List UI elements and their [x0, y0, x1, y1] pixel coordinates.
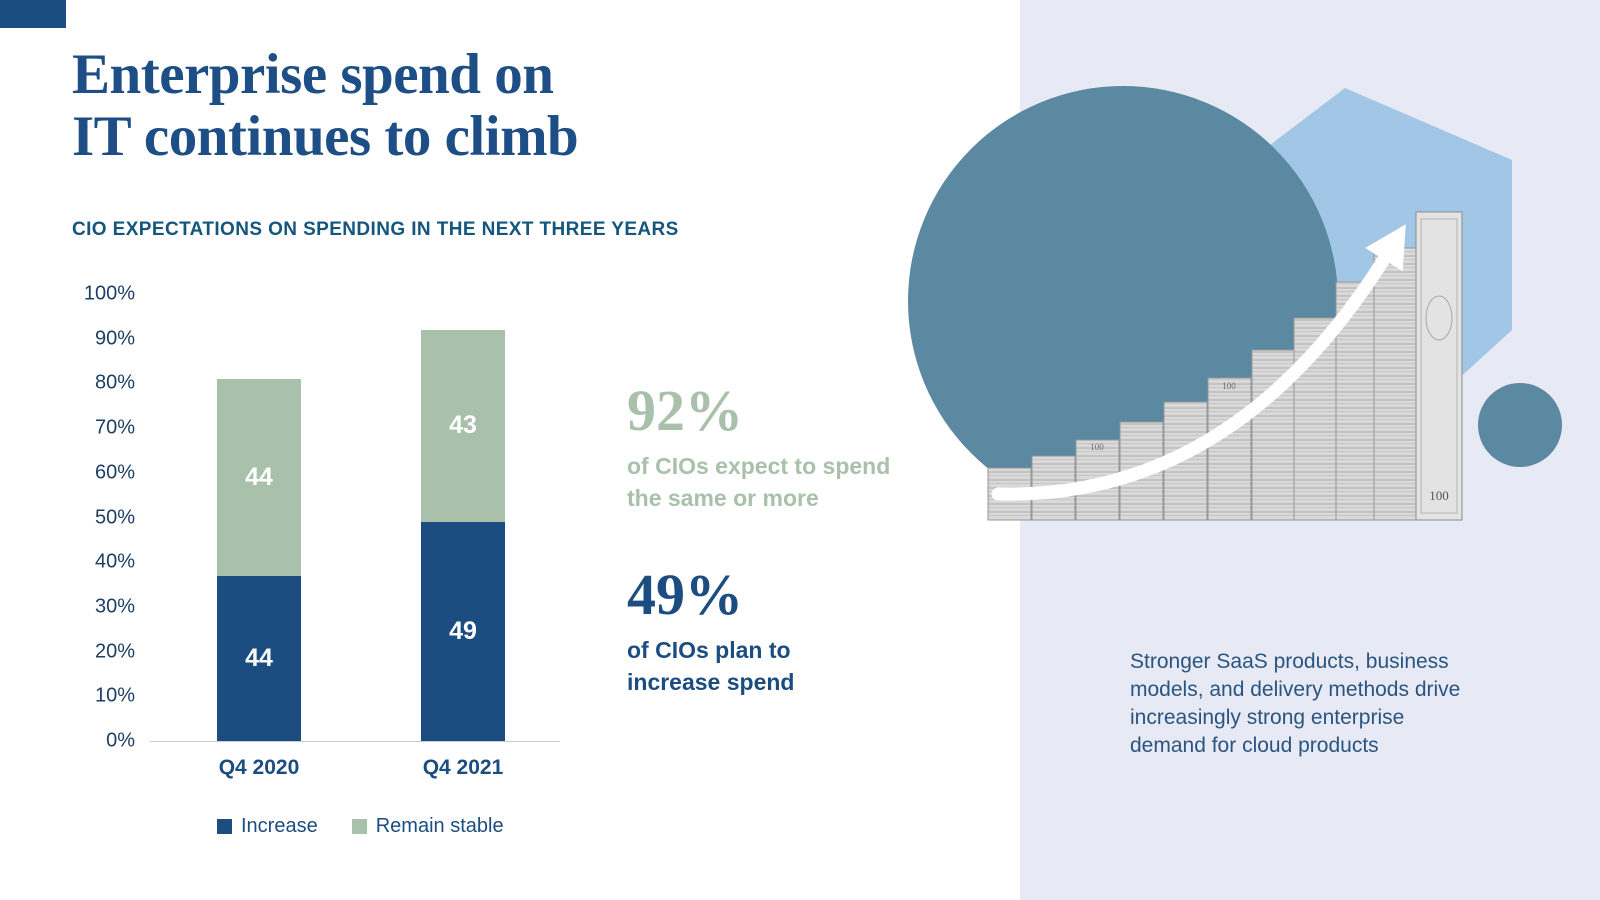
bar-plot: 44 44 Q4 2020 49 43 Q4 2021 — [150, 294, 560, 779]
segment-remain-stable: 44 — [217, 378, 301, 576]
y-axis-tick: 100% — [83, 282, 135, 305]
page-title: Enterprise spend on IT continues to clim… — [72, 43, 579, 168]
segment-increase: 49 — [421, 521, 505, 741]
callout-92-value: 92% — [627, 378, 743, 443]
svg-text:100: 100 — [1222, 381, 1236, 391]
x-axis-label: Q4 2021 — [422, 756, 504, 779]
segment-remain-stable: 43 — [421, 329, 505, 522]
svg-text:100: 100 — [1090, 442, 1104, 452]
legend-label: Increase — [241, 815, 318, 837]
y-axis-tick: 80% — [94, 371, 135, 394]
page-title-line2: IT continues to climb — [72, 104, 579, 168]
x-axis-label: Q4 2020 — [218, 756, 300, 779]
chart-legend: Increase Remain stable — [217, 815, 504, 838]
bar-value-label: 44 — [245, 462, 273, 491]
callout-92-line1: of CIOs expect to spend — [627, 453, 891, 479]
callout-92-line2: the same or more — [627, 485, 819, 511]
legend-label: Remain stable — [375, 815, 504, 837]
callout-92-text: of CIOs expect to spend the same or more — [627, 450, 890, 514]
legend-item-remain-stable: Remain stable — [351, 815, 504, 838]
callout-49-line1: of CIOs plan to — [627, 637, 791, 663]
bar-q4-2020: 44 44 — [217, 378, 301, 741]
bar-value-label: 43 — [449, 411, 477, 440]
segment-increase: 44 — [217, 575, 301, 741]
y-axis-tick: 50% — [94, 506, 135, 528]
y-axis-tick: 60% — [94, 461, 135, 484]
callout-49-value: 49% — [627, 562, 743, 627]
bill-steps-group — [987, 247, 1418, 521]
y-axis-tick: 10% — [94, 684, 135, 707]
callout-49-line2: increase spend — [627, 669, 795, 695]
page-title-line1: Enterprise spend on — [72, 43, 554, 106]
tall-bill-group: 100 — [1415, 211, 1463, 521]
growth-arrow-icon — [991, 224, 1406, 501]
corner-accent-shape — [0, 0, 66, 28]
y-axis-tick: 70% — [94, 416, 135, 439]
legend-swatch — [351, 819, 367, 834]
money-steps-image: 100 100 100 — [987, 211, 1463, 521]
bar-value-label: 44 — [245, 643, 273, 672]
y-axis-tick: 30% — [94, 595, 135, 618]
x-axis-line — [150, 741, 560, 742]
callout-49-text: of CIOs plan to increase spend — [627, 634, 794, 698]
chart-subtitle: CIO EXPECTATIONS ON SPENDING IN THE NEXT… — [72, 219, 679, 240]
y-axis-tick: 40% — [94, 550, 135, 573]
legend-item-increase: Increase — [217, 815, 318, 838]
callout-49: 49% of CIOs plan to increase spend — [627, 566, 794, 698]
bar-q4-2021: 49 43 — [421, 329, 505, 741]
y-axis-tick: 90% — [94, 327, 135, 350]
side-note-text: Stronger SaaS products, business models,… — [1130, 650, 1461, 757]
y-axis: 100% 90% 80% 70% 60% 50% 40% 30% 20% 10% 0% — [55, 283, 135, 752]
small-teal-circle-shape — [1478, 383, 1562, 467]
legend-swatch — [217, 819, 232, 834]
callout-92: 92% of CIOs expect to spend the same or … — [627, 382, 890, 514]
y-axis-tick: 20% — [94, 640, 135, 663]
bar-value-label: 49 — [449, 616, 477, 645]
y-axis-tick: 0% — [106, 729, 135, 752]
svg-text:100: 100 — [1429, 488, 1449, 503]
